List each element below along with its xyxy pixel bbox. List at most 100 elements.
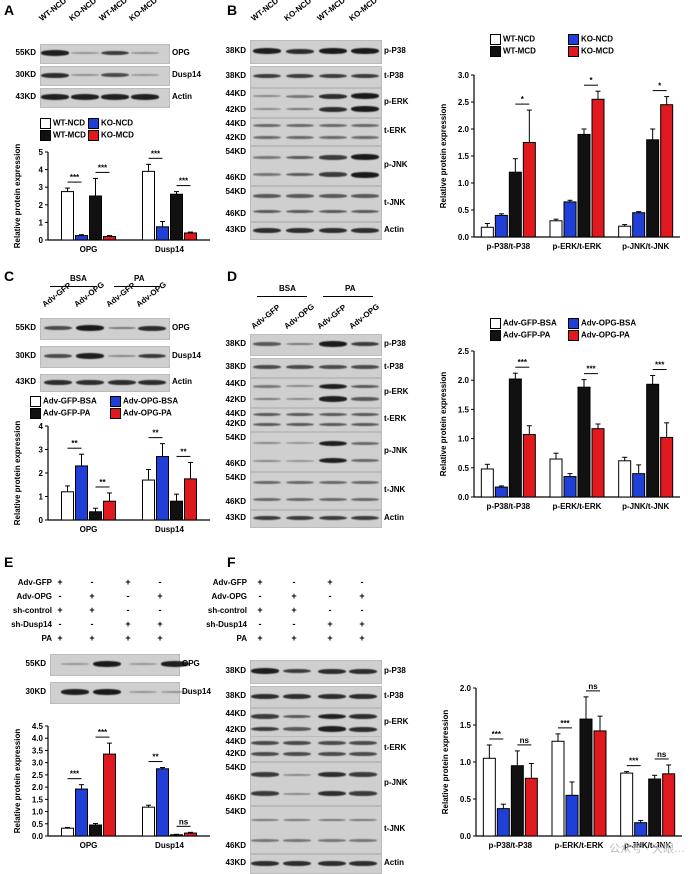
x-tick-label: p-JNK/t-JNK [622, 242, 669, 251]
blot-band [283, 714, 311, 719]
y-tick-label: 3 [39, 183, 44, 192]
watermark: 公众号 · 天眼… [609, 843, 685, 855]
bar-D-adv-opg-bsa [563, 476, 577, 498]
bar-C-adv-gfp-pa [170, 500, 183, 521]
legend-swatch [490, 318, 501, 329]
kd-label: 46KD [225, 459, 246, 468]
kd-label: 46KD [225, 793, 246, 802]
blot-band [253, 227, 281, 233]
kd-label: 43KD [15, 92, 36, 101]
blot-band [44, 354, 72, 358]
kd-label: 46KD [225, 497, 246, 506]
blot-band [253, 442, 281, 445]
blot-band [318, 772, 346, 778]
y-tick-label: 1.5 [32, 795, 44, 804]
legend-label: KO-NCD [101, 118, 133, 128]
condition-label: Adv-OPG [211, 592, 247, 601]
kd-label: 54KD [225, 763, 246, 772]
group-line [114, 286, 160, 287]
bar-B-wt-mcd [577, 133, 591, 238]
blot-name-p-p38: p-P38 [384, 666, 406, 675]
legend-item: KO-MCD [88, 130, 134, 141]
significance-label: ** [180, 447, 187, 456]
y-tick-label: 1.0 [458, 435, 470, 444]
blot-band [349, 741, 377, 746]
blot-band [351, 48, 379, 54]
significance-label: *** [151, 149, 161, 158]
panel-letter-D: D [227, 268, 238, 284]
blot-band [351, 481, 379, 485]
condition-sign: + [89, 633, 95, 643]
y-axis-label: Relative protein expression [13, 421, 22, 526]
kd-label: 30KD [15, 70, 36, 79]
blot-band [351, 422, 379, 427]
blot-band [318, 693, 346, 699]
blot-strip-t-erk [250, 118, 382, 146]
blot-band [251, 839, 279, 842]
blot-band [319, 481, 347, 485]
bar-D-adv-opg-bsa [632, 473, 646, 498]
blot-band [101, 50, 129, 56]
x-tick-label: Dusp14 [155, 245, 184, 254]
bar-chart-E: 0.0 0.5 1.0 1.5 2.0 2.5 3.0 3.5 4.0 4.5 Relative p… [13, 722, 210, 850]
blot-name-t-jnk: t-JNK [384, 198, 406, 207]
condition-sign: - [90, 577, 94, 587]
bar-D-adv-gfp-bsa [480, 468, 494, 498]
legend-swatch [30, 396, 41, 407]
bar-B-wt-ncd [618, 225, 632, 238]
y-tick-label: 0.0 [460, 832, 472, 841]
blot-band [319, 93, 347, 99]
blot-band [253, 194, 281, 198]
bar-E-s1 [142, 806, 155, 837]
blot-name-t-erk: t-ERK [384, 414, 407, 423]
significance-label: *** [179, 177, 189, 186]
blot-band [319, 497, 347, 501]
kd-label: 44KD [225, 709, 246, 718]
blot-band [44, 326, 72, 330]
legend-item: WT-MCD [40, 130, 86, 141]
kd-label: 42KD [225, 725, 246, 734]
blot-band [253, 422, 281, 427]
bar-F-s2 [565, 794, 579, 837]
y-tick-label: 2.5 [458, 347, 470, 356]
lane-header: KO-NCD [67, 0, 99, 24]
legend-swatch [490, 46, 501, 57]
blot-name-t-p38: t-P38 [384, 71, 404, 80]
blot-name-opg: OPG [172, 48, 190, 57]
kd-label: 46KD [225, 173, 246, 182]
bar-D-adv-opg-pa [522, 434, 536, 498]
bar-F-s4 [662, 773, 676, 837]
blot-band [349, 726, 377, 732]
legend-label: KO-NCD [581, 34, 613, 44]
blot-band [93, 689, 121, 695]
bar-A-wt-mcd [89, 195, 102, 241]
x-tick-label: Dusp14 [155, 841, 184, 850]
legend-swatch [110, 408, 121, 419]
condition-label: sh-Dusp14 [11, 620, 52, 629]
significance-label: * [658, 82, 662, 91]
bar-B-ko-ncd [632, 212, 646, 238]
blot-band [351, 73, 379, 79]
blot-band [283, 773, 311, 776]
blot-band [283, 839, 311, 842]
blot-band [108, 379, 136, 385]
kd-label: 46KD [225, 209, 246, 218]
bar-A-ko-ncd [156, 226, 169, 241]
blot-band [286, 155, 314, 160]
x-tick-label: p-ERK/t-ERK [553, 502, 602, 511]
condition-sign: + [125, 619, 131, 629]
blot-band [319, 396, 347, 402]
kd-label: 42KD [225, 395, 246, 404]
significance-label: ** [152, 429, 159, 438]
bar-C-adv-gfp-pa [89, 511, 102, 521]
kd-label: 44KD [225, 409, 246, 418]
x-tick-label: p-P38/t-P38 [487, 242, 531, 251]
lane-header: WT-MCD [97, 0, 129, 23]
blot-strip-t-erk [250, 736, 382, 762]
blot-band [286, 107, 314, 111]
blot-band [41, 50, 69, 56]
blot-band [101, 94, 129, 100]
condition-sign: + [359, 591, 365, 601]
blot-band [93, 661, 121, 667]
bar-chart-F: 0.0 0.5 1.0 1.5 2.0 Relative protein expressi… [441, 682, 682, 850]
